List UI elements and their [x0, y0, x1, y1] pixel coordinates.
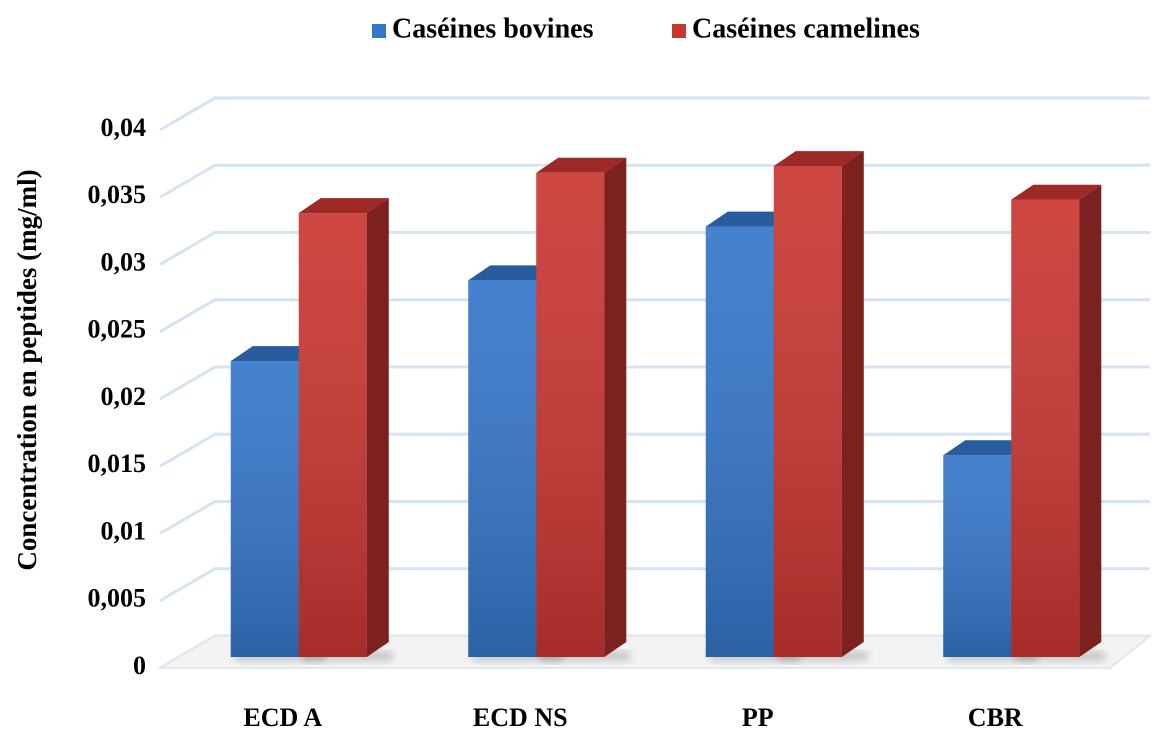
- bar-side: [604, 157, 627, 658]
- bar-side: [1079, 184, 1102, 657]
- floor: [156, 635, 1153, 669]
- y-tick-label: 0,01: [101, 516, 147, 545]
- bar-shade: [943, 455, 1012, 657]
- legend-label: Caséines bovines: [392, 13, 594, 44]
- bar-top: [230, 346, 321, 362]
- bar-shade: [773, 166, 842, 657]
- y-tick-label: 0: [133, 651, 146, 680]
- bar-side-shade: [841, 151, 864, 657]
- legend-label: Caséines camelines: [692, 13, 920, 44]
- x-tick-label: ECD NS: [473, 703, 568, 729]
- bar-shade: [536, 172, 605, 658]
- y-tick-label: 0,025: [88, 315, 147, 344]
- bar-top-shade: [773, 151, 864, 167]
- bar-shade: [468, 280, 537, 657]
- bar-top-shade: [468, 265, 559, 281]
- bar-side: [366, 198, 389, 657]
- bar-side: [841, 151, 864, 657]
- legend-swatch: [672, 24, 686, 38]
- y-tick-label: 0,04: [101, 113, 147, 142]
- y-tick-label: 0,02: [101, 382, 147, 411]
- y-tick-label: 0,035: [88, 180, 147, 209]
- bar-shade: [230, 361, 299, 657]
- bar-top-shade: [298, 198, 389, 214]
- grid-line: [159, 96, 1150, 132]
- x-tick-label: PP: [742, 703, 774, 729]
- y-tick-label: 0,015: [88, 449, 147, 478]
- bar-shade: [298, 213, 367, 657]
- bar-top-shade: [536, 157, 627, 173]
- bar-top: [1011, 184, 1102, 200]
- bar-shade: [1011, 199, 1080, 657]
- bar-side-shade: [366, 198, 389, 657]
- grid-line: [159, 163, 1150, 199]
- x-tick-label: ECD A: [243, 703, 322, 729]
- bar-top: [468, 265, 559, 281]
- bar-top: [536, 157, 627, 173]
- bar-side-shade: [604, 157, 627, 658]
- bar-top: [705, 211, 796, 227]
- bar-top: [943, 440, 1034, 456]
- y-axis-title: Concentration en peptides (mg/ml): [12, 169, 42, 570]
- bar-top: [773, 151, 864, 167]
- bar-top-shade: [230, 346, 321, 362]
- y-tick-label: 0,03: [101, 247, 147, 276]
- x-tick-label: CBR: [968, 703, 1023, 729]
- bar-shade: [705, 226, 774, 657]
- bar-side-shade: [1079, 184, 1102, 657]
- bar-top-shade: [943, 440, 1034, 456]
- bar-top-shade: [1011, 184, 1102, 200]
- y-tick-label: 0,005: [88, 584, 147, 613]
- legend-swatch: [372, 24, 386, 38]
- bar-top: [298, 198, 389, 214]
- bar-top-shade: [705, 211, 796, 227]
